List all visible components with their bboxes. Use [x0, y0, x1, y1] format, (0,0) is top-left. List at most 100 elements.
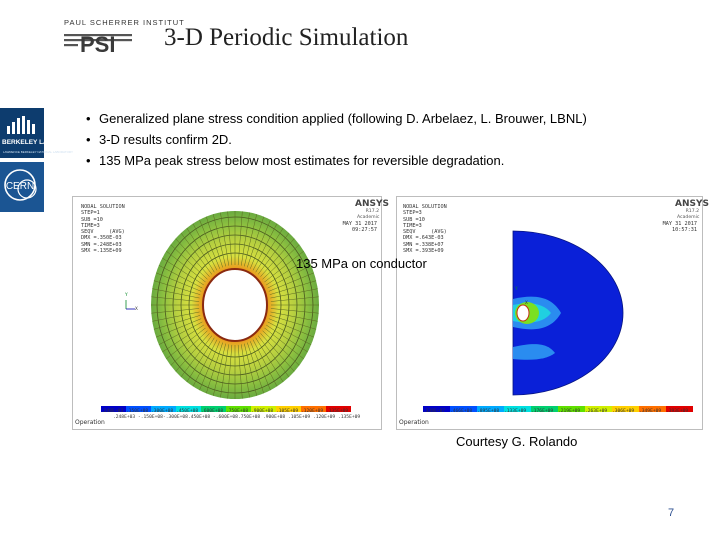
legend-tick-label: .176E+09: [531, 409, 554, 414]
psi-logo-text: PSI: [80, 32, 115, 54]
legend-tick-label: .450E+08: [176, 409, 199, 414]
mesh-spoke: [227, 211, 233, 266]
mesh-spoke: [180, 232, 213, 275]
mesh-spoke: [237, 344, 243, 399]
legend-swatch: [612, 406, 639, 412]
mesh-spoke: [192, 223, 218, 271]
berkeley-lab-logo: BERKELEY LAB LAWRENCE BERKELEY NATIONAL …: [0, 108, 73, 158]
mesh-spoke: [268, 318, 315, 338]
mesh-spoke: [162, 257, 204, 286]
legend-tick-label: .900E+08: [263, 415, 286, 420]
legend-tick-label: .105E+09: [288, 415, 311, 420]
psi-logo-top-text: PAUL SCHERRER INSTITUT: [64, 18, 185, 27]
mesh-spoke: [269, 280, 317, 295]
mesh-spoke: [262, 244, 300, 280]
legend-tick-label: .248E+03: [101, 409, 124, 414]
mesh-spoke: [255, 337, 284, 383]
mesh-spoke: [186, 337, 215, 383]
legend-swatch: [101, 406, 126, 412]
mesh-spoke: [237, 211, 243, 266]
mesh-spoke: [269, 315, 317, 330]
legend-tick-label: .306E+09: [612, 409, 635, 414]
legend-tick-label: .263E+09: [585, 409, 608, 414]
mesh-spoke: [152, 311, 200, 322]
legend-tick-label: .750E+08: [238, 415, 261, 420]
mesh-spoke: [186, 227, 215, 273]
mesh-spoke: [152, 288, 200, 299]
mesh-spoke: [155, 318, 202, 338]
mesh-spoke: [252, 339, 278, 387]
mesh-spoke: [244, 343, 257, 396]
mesh-spoke: [166, 327, 206, 360]
mesh-spoke: [153, 280, 201, 295]
legend-tick-label: .248E+03: [113, 415, 136, 420]
legend-tick-label: .600E+08: [201, 409, 224, 414]
berkeley-lab-mark: [7, 116, 35, 134]
mesh-spoke: [257, 232, 290, 275]
mesh-spoke: [264, 250, 304, 283]
mesh-spoke: [180, 335, 213, 378]
mesh-spoke: [151, 296, 200, 302]
stress-contour-ring-model: [151, 211, 319, 399]
mesh-spoke: [199, 341, 221, 391]
legend-swatch: [151, 406, 176, 412]
psi-logo-mark: PSI: [64, 32, 132, 54]
mesh-spoke: [264, 327, 304, 360]
legend-tick-label: .133E+09: [504, 409, 527, 414]
mesh-spoke: [220, 212, 229, 266]
bullet-list: Generalized plane stress condition appli…: [86, 108, 587, 171]
axis-y-label: Y: [515, 287, 518, 292]
psi-logo: PAUL SCHERRER INSTITUT PSI: [64, 18, 185, 54]
legend-swatch: [666, 406, 693, 412]
legend-swatch: [477, 406, 504, 412]
mesh-spoke: [260, 333, 295, 372]
legend-tick-label: .120E+09: [301, 409, 324, 414]
mesh-spoke: [170, 330, 208, 366]
legend-swatch: [226, 406, 251, 412]
legend-tick-label: .900E+08: [251, 409, 274, 414]
legend-tick-label: .466E+08: [450, 409, 473, 414]
axis-x-label: X: [525, 301, 528, 306]
date-stamp: MAY 31 2017 09:27:57: [342, 221, 377, 234]
legend-tick-label: .300E+08: [151, 409, 174, 414]
legend-tick-label: .219E+09: [558, 409, 581, 414]
mesh-spoke: [257, 335, 290, 378]
simulation-panel-left: NODAL SOLUTION STEP=1 SUB =10 TIME=3 SEQ…: [72, 196, 389, 430]
legend-swatch: [531, 406, 558, 412]
legend-swatch: [201, 406, 226, 412]
image-credit: Courtesy G. Rolando: [456, 434, 578, 449]
mesh-spoke: [192, 339, 218, 387]
operation-label: Operation: [399, 419, 429, 426]
mesh-spoke: [260, 238, 295, 277]
mesh-spoke: [266, 324, 308, 353]
mesh-spoke: [213, 343, 226, 396]
mesh-spoke: [241, 344, 250, 398]
legend-tick-label: .895E+08: [477, 409, 500, 414]
mesh-spoke: [247, 216, 264, 268]
mesh-spoke: [270, 308, 319, 314]
mesh-spoke: [267, 321, 312, 345]
legend-tick-label: .135E+09: [326, 409, 349, 414]
slide-title: 3-D Periodic Simulation: [164, 24, 409, 51]
legend-tick-label: .349E+09: [639, 409, 662, 414]
mesh-spoke: [244, 214, 257, 267]
mesh-spoke: [252, 223, 278, 271]
bullet-item: 3-D results confirm 2D.: [86, 129, 587, 150]
mesh-spoke: [249, 341, 271, 391]
mesh-spoke: [206, 342, 223, 394]
legend-tick-label: .750E+08: [226, 409, 249, 414]
mesh-spoke: [270, 311, 318, 322]
color-legend-bar: [423, 406, 693, 412]
legend-tick-label: .135E+09: [338, 415, 361, 420]
color-legend-bar: [101, 406, 351, 412]
legend-tick-label: -.150E+08: [138, 415, 163, 420]
mesh-spoke: [155, 272, 202, 292]
legend-swatch: [126, 406, 151, 412]
mesh-spoke: [227, 344, 233, 399]
cern-logo: CERN: [0, 162, 44, 212]
legend-swatch: [276, 406, 301, 412]
mesh-spoke: [206, 216, 223, 268]
berkeley-lab-subtext: LAWRENCE BERKELEY NATIONAL LABORATORY: [3, 150, 74, 154]
page-number: 7: [668, 507, 675, 519]
cern-logo-text: CERN: [6, 181, 34, 192]
